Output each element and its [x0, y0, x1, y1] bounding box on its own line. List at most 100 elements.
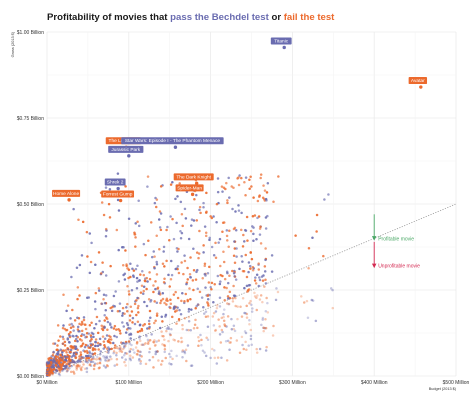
film-point — [59, 358, 62, 361]
film-point — [172, 293, 176, 296]
film-point — [251, 225, 254, 228]
film-point — [125, 341, 128, 345]
film-point — [194, 307, 197, 310]
film-point — [170, 362, 173, 366]
film-point — [227, 176, 230, 180]
film-point — [80, 334, 83, 338]
film-point — [212, 215, 215, 218]
film-point — [230, 185, 233, 188]
film-point — [264, 318, 267, 321]
film-point — [157, 292, 161, 295]
film-point — [86, 354, 89, 358]
film-point — [246, 239, 249, 242]
labeled-movie-point — [116, 186, 120, 191]
film-point — [214, 256, 218, 259]
film-point — [98, 343, 101, 346]
film-point — [88, 271, 92, 275]
film-point — [249, 175, 252, 179]
film-point — [80, 329, 84, 333]
film-point — [210, 245, 214, 249]
film-point — [183, 299, 186, 303]
film-point — [86, 361, 89, 364]
film-point — [82, 316, 86, 319]
film-point — [62, 324, 65, 327]
film-point — [68, 350, 72, 354]
film-point — [105, 356, 108, 360]
film-point — [193, 197, 196, 201]
film-point — [52, 350, 55, 354]
film-point — [258, 233, 262, 236]
film-point — [228, 348, 231, 352]
film-point — [163, 338, 166, 341]
film-point — [276, 290, 280, 294]
film-point — [123, 278, 127, 281]
film-point — [206, 294, 209, 298]
film-point — [231, 300, 235, 303]
film-point — [184, 292, 188, 296]
film-point — [225, 234, 229, 238]
film-point — [169, 333, 172, 337]
film-point — [84, 357, 88, 360]
film-point — [181, 224, 184, 228]
film-point — [188, 275, 192, 279]
film-point — [245, 316, 249, 319]
film-point — [146, 342, 150, 345]
film-point — [134, 222, 137, 225]
film-point — [49, 360, 53, 364]
film-point — [54, 363, 58, 367]
film-point — [72, 354, 75, 357]
film-point — [112, 350, 116, 353]
film-point — [118, 347, 122, 351]
film-point — [121, 306, 125, 310]
film-point — [171, 217, 174, 221]
film-point — [237, 209, 241, 212]
film-point — [329, 287, 333, 290]
film-point — [113, 324, 117, 328]
film-point — [175, 221, 178, 225]
labeled-movie-point — [190, 192, 195, 197]
film-point — [245, 284, 249, 288]
film-point — [110, 357, 113, 361]
film-point — [138, 357, 141, 361]
film-point — [152, 284, 155, 287]
film-point — [159, 212, 163, 215]
film-point — [164, 299, 168, 302]
film-point — [264, 197, 268, 201]
film-point — [198, 208, 201, 212]
film-point — [154, 205, 158, 209]
film-point — [235, 255, 238, 258]
film-point — [135, 286, 139, 290]
film-point — [120, 356, 124, 359]
film-point — [247, 261, 251, 264]
film-point — [169, 298, 172, 301]
x-tick-label: $200 Million — [197, 380, 224, 386]
film-point — [97, 289, 101, 292]
film-point — [81, 360, 84, 364]
film-point — [214, 310, 218, 313]
film-point — [264, 309, 268, 313]
film-point — [107, 351, 110, 354]
film-point — [220, 356, 223, 359]
film-point — [107, 340, 110, 344]
film-point — [78, 364, 82, 367]
film-point — [57, 359, 61, 363]
film-point — [251, 307, 254, 310]
film-point — [190, 218, 194, 221]
film-point — [90, 321, 93, 324]
film-point — [106, 359, 109, 363]
x-tick-label: $400 Million — [361, 380, 388, 386]
film-point — [228, 196, 231, 199]
film-point — [108, 322, 112, 325]
film-point — [164, 313, 168, 317]
film-point — [237, 183, 241, 187]
film-point — [249, 334, 253, 338]
film-point — [76, 286, 80, 289]
film-point — [245, 304, 248, 308]
film-point — [221, 230, 224, 233]
film-point — [263, 270, 267, 273]
film-point — [65, 351, 68, 354]
film-point — [103, 326, 106, 329]
film-point — [61, 351, 64, 354]
film-point — [128, 314, 132, 317]
film-point — [259, 176, 262, 180]
